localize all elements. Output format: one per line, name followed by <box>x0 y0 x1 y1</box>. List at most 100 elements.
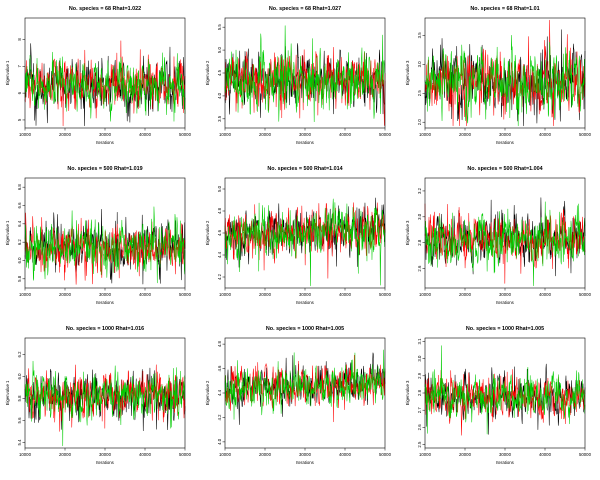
trace-plot-svg: No. species = 500 Rhat=1.004 10000 20000 30… <box>405 166 592 305</box>
y-tick-label: 4.2 <box>217 273 222 280</box>
panel-title: No. species = 68 Rhat=1.027 <box>269 6 341 12</box>
chain-trace-line <box>224 25 386 123</box>
x-tick-label: 20000 <box>259 452 272 457</box>
trace-panel: No. species = 1000 Rhat=1.005 10000 20000 3… <box>200 320 400 480</box>
panel-title: No. species = 500 Rhat=1.004 <box>467 166 542 172</box>
y-tick-label: 4.5 <box>217 69 222 76</box>
trace-panel: No. species = 68 Rhat=1.01 10000 20000 3000… <box>400 0 600 160</box>
y-tick-label: 4.0 <box>217 438 222 445</box>
chain-trace-line <box>424 34 586 127</box>
y-tick-label: 8 <box>17 38 22 41</box>
trace-plot-svg: No. species = 500 Rhat=1.019 10000 20000 30… <box>5 166 192 305</box>
y-tick-label: 6.2 <box>17 239 22 246</box>
x-tick-label: 40000 <box>139 452 152 457</box>
trace-plot-svg: No. species = 500 Rhat=1.014 10000 20000 30… <box>205 166 392 305</box>
x-tick-label: 40000 <box>339 452 352 457</box>
y-tick-label: 2.6 <box>417 265 422 272</box>
y-tick-label: 3.1 <box>417 338 422 345</box>
x-axis-label: Iterations <box>496 140 514 145</box>
x-tick-label: 30000 <box>299 292 312 297</box>
x-tick-label: 10000 <box>419 292 432 297</box>
y-tick-label: 3.5 <box>217 115 222 122</box>
x-tick-label: 30000 <box>99 292 112 297</box>
trace-plot-svg: No. species = 1000 Rhat=1.005 10000 20000 3… <box>405 326 592 465</box>
x-tick-label: 10000 <box>419 452 432 457</box>
x-tick-label: 50000 <box>579 292 592 297</box>
chain-trace-line <box>224 198 386 287</box>
y-tick-label: 2.8 <box>417 389 422 396</box>
x-tick-label: 10000 <box>19 452 32 457</box>
x-tick-label: 50000 <box>179 452 192 457</box>
x-tick-label: 20000 <box>259 292 272 297</box>
x-tick-label: 40000 <box>539 292 552 297</box>
x-axis-label: Iterations <box>296 300 314 305</box>
y-axis-label: Eigenvalue 1 <box>5 380 10 405</box>
y-tick-label: 4.0 <box>217 92 222 99</box>
x-tick-label: 10000 <box>419 132 432 137</box>
trace-panel: No. species = 1000 Rhat=1.016 10000 20000 3… <box>0 320 200 480</box>
y-tick-label: 2.0 <box>417 119 422 126</box>
x-tick-label: 40000 <box>139 292 152 297</box>
y-tick-label: 2.8 <box>417 239 422 246</box>
x-tick-label: 50000 <box>579 452 592 457</box>
x-tick-label: 20000 <box>59 452 72 457</box>
y-axis-label: Eigenvalue 2 <box>205 60 210 85</box>
x-axis-label: Iterations <box>96 140 114 145</box>
y-tick-label: 6.2 <box>17 351 22 358</box>
y-tick-label: 6.6 <box>17 202 22 209</box>
y-tick-label: 5.6 <box>17 417 22 424</box>
trace-plot-svg: No. species = 1000 Rhat=1.005 10000 20000 3… <box>205 326 392 465</box>
panel-title: No. species = 68 Rhat=1.022 <box>69 6 141 12</box>
x-tick-label: 50000 <box>379 452 392 457</box>
panel-title: No. species = 500 Rhat=1.019 <box>67 166 142 172</box>
y-tick-label: 4.8 <box>217 341 222 348</box>
x-axis-label: Iterations <box>496 460 514 465</box>
chain-trace-line <box>424 203 586 284</box>
x-tick-label: 30000 <box>99 452 112 457</box>
y-axis-label: Eigenvalue 3 <box>405 220 410 245</box>
y-tick-label: 7 <box>17 64 22 67</box>
chain-trace-line <box>24 40 186 127</box>
chain-trace-line <box>24 360 186 447</box>
panel-title: No. species = 1000 Rhat=1.005 <box>466 326 544 332</box>
x-tick-label: 20000 <box>59 132 72 137</box>
panel-title: No. species = 1000 Rhat=1.016 <box>66 326 144 332</box>
y-tick-label: 3.0 <box>417 355 422 362</box>
y-tick-label: 3.5 <box>417 32 422 39</box>
y-tick-label: 5.5 <box>217 24 222 31</box>
x-tick-label: 20000 <box>459 292 472 297</box>
chain-trace-line <box>24 51 186 122</box>
y-axis-label: Eigenvalue 2 <box>205 220 210 245</box>
trace-panel: No. species = 1000 Rhat=1.005 10000 20000 3… <box>400 320 600 480</box>
chain-trace-line <box>424 19 586 127</box>
chain-trace-line <box>424 201 586 287</box>
x-tick-label: 50000 <box>379 132 392 137</box>
x-axis-label: Iterations <box>296 460 314 465</box>
x-tick-label: 10000 <box>219 452 232 457</box>
y-tick-label: 4.6 <box>217 229 222 236</box>
y-axis-label: Eigenvalue 3 <box>405 380 410 405</box>
y-tick-label: 5.0 <box>217 185 222 192</box>
x-tick-label: 40000 <box>139 132 152 137</box>
trace-panel: No. species = 68 Rhat=1.027 10000 20000 300… <box>200 0 400 160</box>
panel-title: No. species = 68 Rhat=1.01 <box>470 6 539 12</box>
x-tick-label: 30000 <box>299 452 312 457</box>
x-tick-label: 10000 <box>19 292 32 297</box>
y-tick-label: 3.0 <box>417 61 422 68</box>
trace-plot-svg: No. species = 68 Rhat=1.027 10000 20000 300… <box>205 6 392 145</box>
chain-trace-line <box>424 345 586 435</box>
x-axis-label: Iterations <box>96 300 114 305</box>
y-tick-label: 3.2 <box>417 187 422 194</box>
trace-panel: No. species = 500 Rhat=1.014 10000 20000 30… <box>200 160 400 320</box>
x-tick-label: 40000 <box>539 132 552 137</box>
x-tick-label: 30000 <box>499 132 512 137</box>
x-tick-label: 40000 <box>539 452 552 457</box>
x-tick-label: 30000 <box>499 292 512 297</box>
trace-panel: No. species = 500 Rhat=1.004 10000 20000 30… <box>400 160 600 320</box>
x-tick-label: 40000 <box>339 132 352 137</box>
trace-panel: No. species = 68 Rhat=1.022 10000 20000 300… <box>0 0 200 160</box>
y-tick-label: 4.4 <box>217 251 222 258</box>
y-tick-label: 4.6 <box>217 365 222 372</box>
x-tick-label: 40000 <box>339 292 352 297</box>
